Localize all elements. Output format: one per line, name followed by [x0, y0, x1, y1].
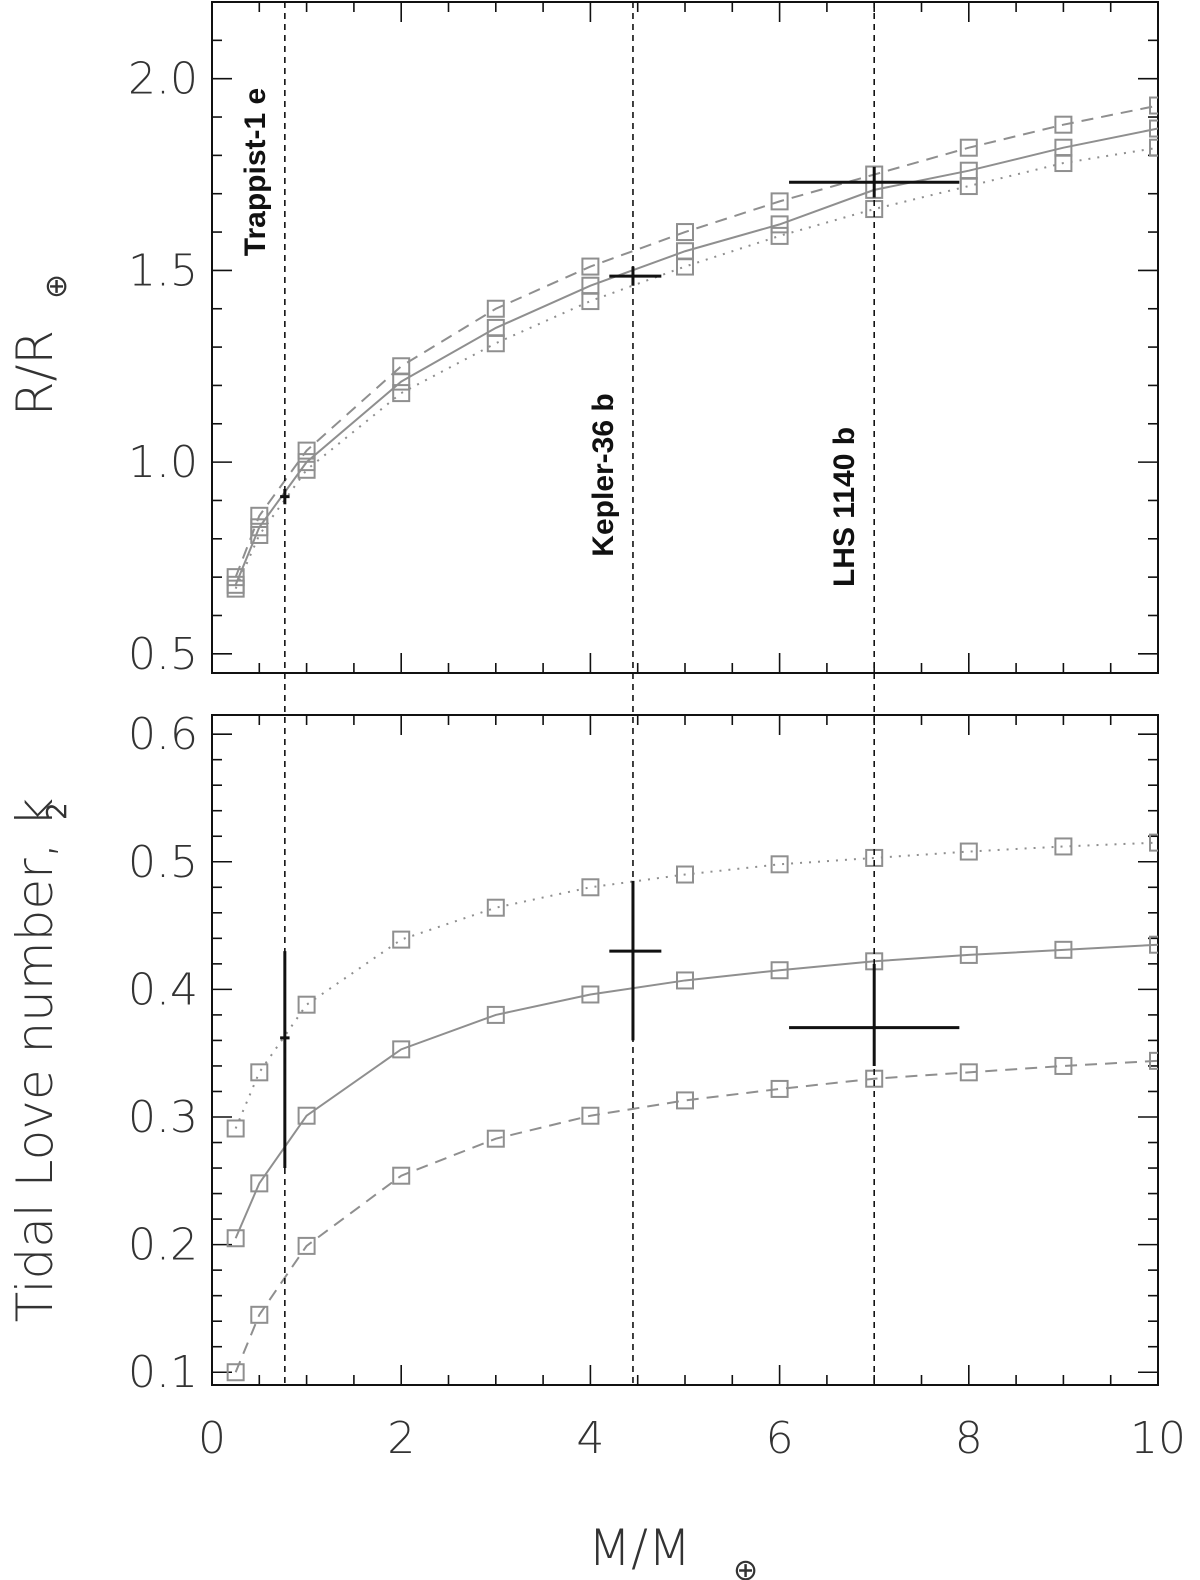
model-point-dashed [770, 192, 789, 211]
planet-label: LHS 1140 b [828, 427, 861, 587]
model-point-solid [581, 985, 600, 1004]
y-tick-label: 1.5 [128, 245, 198, 296]
y-tick-label: 0.2 [128, 1220, 198, 1271]
plot-frame [211, 714, 1159, 1386]
y-tick-label: 2.0 [128, 54, 198, 105]
model-point-dotted [581, 292, 600, 311]
planet-label: Trappist-1 e [239, 88, 272, 256]
model-point-dotted [770, 226, 789, 245]
x-tick-label: 4 [576, 1413, 604, 1464]
model-point-dotted [676, 257, 694, 276]
model-line-dashed [234, 104, 1158, 578]
model-point-dotted [959, 177, 978, 196]
model-point-dashed [1054, 1056, 1073, 1075]
x-tick-label: 6 [766, 1413, 794, 1464]
planet-label: Kepler-36 b [587, 393, 620, 556]
bottom-y-axis-label: Tidal Love number, k [6, 798, 64, 1323]
x-tick-label: 8 [955, 1413, 983, 1464]
model-point-dashed [676, 223, 694, 242]
plot-area [226, 96, 1158, 598]
plot-frame [211, 1, 1159, 674]
model-point-dotted [250, 525, 269, 544]
model-point-dashed [1149, 96, 1158, 115]
model-point-dashed [1054, 115, 1073, 134]
model-point-dotted [297, 995, 316, 1014]
model-point-solid [1149, 119, 1158, 138]
radius-panel: 0.5 1.0 1.5 2.0 [128, 1, 1159, 680]
bottom-y-axis-title: Tidal Love number, k 2 [6, 798, 73, 1323]
model-point-dotted [486, 898, 505, 917]
model-point-dashed [676, 1091, 694, 1110]
y-tick-label: 0.5 [128, 837, 198, 888]
model-point-dashed [226, 1363, 245, 1382]
model-point-dotted [676, 865, 694, 884]
planet-labels: Trappist-1 e Kepler-36 b LHS 1140 b [239, 88, 861, 587]
model-point-dotted [226, 579, 245, 598]
model-point-solid [392, 372, 411, 391]
model-point-solid [770, 961, 789, 980]
model-point-solid [1149, 935, 1158, 954]
model-line-dotted [234, 146, 1158, 590]
model-point-solid [392, 1040, 411, 1059]
model-point-dotted [1149, 833, 1158, 852]
model-point-dotted [770, 855, 789, 874]
model-point-solid [226, 1229, 245, 1248]
model-point-dotted [250, 1063, 269, 1082]
model-line-solid [234, 943, 1158, 1239]
model-point-solid [959, 945, 978, 964]
y-tick-label: 0.5 [128, 629, 198, 680]
model-point-dashed [581, 257, 600, 276]
model-point-solid [297, 1106, 316, 1125]
top-y-axis-label: R/R [6, 330, 64, 416]
model-point-dashed [486, 299, 505, 318]
model-point-solid [770, 215, 789, 234]
y-tick-label: 0.3 [128, 1092, 198, 1143]
model-point-dotted [392, 384, 411, 403]
model-point-solid [250, 1174, 269, 1193]
top-y-axis-title: R/R ⊕ [6, 274, 74, 416]
model-point-dotted [392, 930, 411, 949]
model-point-dotted [226, 1119, 245, 1138]
top-y-axis-label-subscript: ⊕ [39, 274, 74, 299]
model-point-dashed [959, 138, 978, 157]
model-point-dashed [250, 1305, 269, 1324]
y-tick-label: 0.1 [128, 1347, 198, 1398]
model-point-dashed [581, 1106, 600, 1125]
x-tick-label: 10 [1130, 1413, 1186, 1464]
y-tick-label: 0.4 [128, 964, 198, 1015]
model-line-dashed [234, 1059, 1158, 1373]
bottom-y-axis-label-subscript: 2 [40, 802, 73, 820]
model-line-solid [234, 127, 1158, 586]
y-tick-label: 0.6 [128, 709, 198, 760]
model-point-dashed [1149, 1051, 1158, 1070]
model-point-solid [1054, 940, 1073, 959]
model-point-dashed [770, 1079, 789, 1098]
model-point-dotted [1054, 837, 1073, 856]
love-number-panel: 0.1 0.2 0.3 0.4 0.5 0.6 0 2 4 6 8 10 [128, 709, 1186, 1464]
model-point-dotted [1149, 138, 1158, 157]
x-tick-label: 0 [198, 1413, 226, 1464]
model-point-dashed [297, 1236, 316, 1255]
model-point-solid [676, 971, 694, 990]
model-point-dashed [959, 1063, 978, 1082]
model-point-dotted [297, 460, 316, 479]
model-point-dotted [486, 334, 505, 353]
plot-area [226, 833, 1158, 1382]
model-point-dashed [297, 441, 316, 460]
y-tick-label: 1.0 [128, 437, 198, 488]
model-point-dotted [581, 878, 600, 897]
x-axis-label-subscript: ⊕ [733, 1553, 758, 1580]
model-point-solid [486, 1005, 505, 1024]
x-tick-label: 2 [387, 1413, 415, 1464]
x-axis-label: M/M [588, 1519, 691, 1577]
model-point-dashed [486, 1129, 505, 1148]
model-point-dashed [392, 1166, 411, 1185]
x-axis-title: M/M ⊕ [588, 1519, 758, 1580]
model-line-dotted [234, 841, 1158, 1129]
model-point-dotted [959, 842, 978, 861]
model-point-dotted [1054, 154, 1073, 173]
